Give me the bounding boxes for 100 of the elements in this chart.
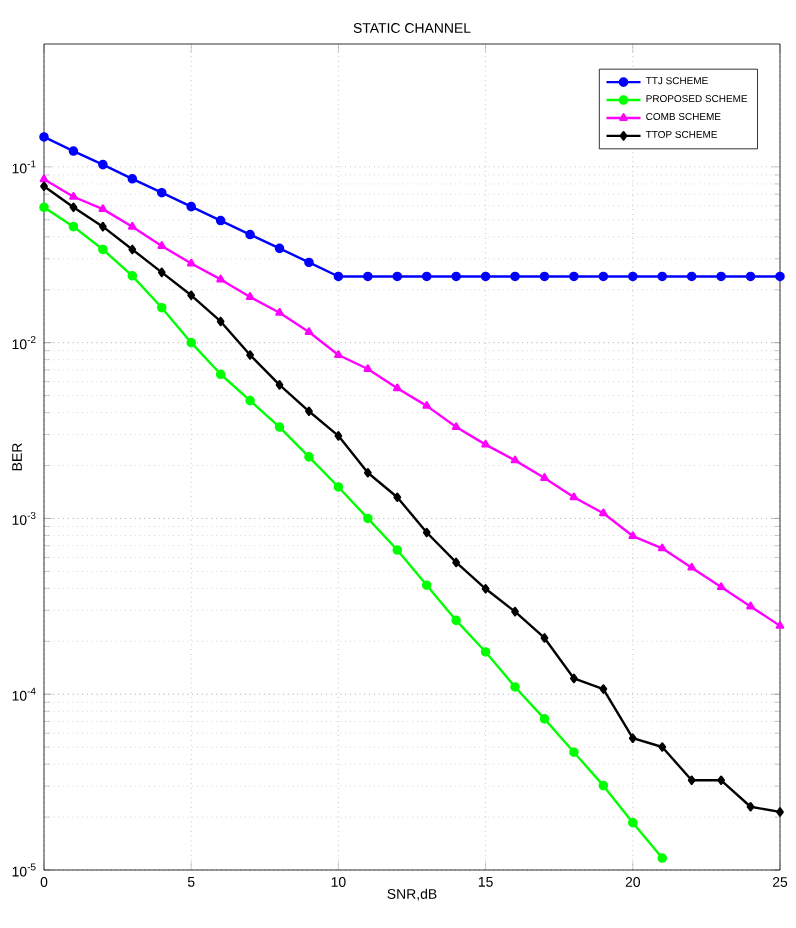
point xyxy=(628,733,637,743)
point xyxy=(511,606,519,617)
point xyxy=(98,244,108,255)
point xyxy=(363,364,373,373)
point xyxy=(510,682,520,692)
point xyxy=(598,780,609,791)
point xyxy=(452,557,461,568)
point xyxy=(98,221,107,232)
point xyxy=(599,508,608,517)
point xyxy=(156,302,167,313)
point xyxy=(69,191,78,200)
point xyxy=(598,271,609,282)
point xyxy=(392,383,402,392)
point xyxy=(68,146,79,156)
point xyxy=(745,271,756,282)
point xyxy=(746,601,755,610)
point xyxy=(480,647,491,657)
point xyxy=(422,527,431,538)
point xyxy=(216,316,225,327)
point xyxy=(451,271,461,282)
point xyxy=(216,274,225,283)
point xyxy=(304,327,314,335)
point xyxy=(540,473,549,481)
point xyxy=(657,543,667,552)
point xyxy=(186,258,196,267)
point xyxy=(422,401,432,409)
point xyxy=(451,422,461,431)
point xyxy=(657,853,668,863)
point xyxy=(392,271,403,282)
point xyxy=(539,714,550,724)
point xyxy=(157,267,166,278)
point xyxy=(658,742,667,752)
point xyxy=(69,202,78,213)
point xyxy=(775,271,785,282)
point xyxy=(304,452,314,462)
point xyxy=(39,202,49,213)
point xyxy=(716,271,726,282)
point xyxy=(599,684,608,694)
point xyxy=(569,271,579,282)
point xyxy=(480,271,491,282)
point xyxy=(98,159,108,170)
point xyxy=(451,615,461,626)
point xyxy=(481,439,490,448)
point xyxy=(127,174,138,184)
point xyxy=(68,221,79,232)
point xyxy=(657,271,668,282)
point xyxy=(628,817,638,828)
point xyxy=(127,271,138,281)
point xyxy=(539,271,550,282)
point xyxy=(128,221,137,230)
point xyxy=(245,395,255,406)
point xyxy=(334,350,343,358)
point xyxy=(186,337,196,348)
point xyxy=(304,257,314,268)
point xyxy=(39,174,49,183)
point xyxy=(275,380,284,390)
point xyxy=(569,492,579,501)
point xyxy=(274,243,285,254)
point xyxy=(334,431,343,441)
point xyxy=(305,406,313,417)
point xyxy=(510,271,520,282)
point xyxy=(186,201,196,212)
point xyxy=(40,181,48,192)
point xyxy=(717,775,726,786)
point xyxy=(687,562,696,571)
point xyxy=(569,747,579,757)
point xyxy=(716,582,726,591)
point xyxy=(215,369,226,380)
point xyxy=(776,807,784,817)
point xyxy=(628,531,638,540)
point xyxy=(245,229,255,240)
point xyxy=(393,492,402,503)
point xyxy=(481,584,490,594)
point xyxy=(274,422,285,432)
point xyxy=(686,271,697,282)
point xyxy=(540,633,549,643)
point xyxy=(363,467,372,478)
point xyxy=(275,307,284,316)
point xyxy=(746,801,755,812)
point xyxy=(128,244,137,255)
point xyxy=(187,290,196,301)
point xyxy=(363,271,373,282)
point xyxy=(157,241,167,249)
point xyxy=(39,132,49,142)
point xyxy=(98,204,108,213)
point xyxy=(333,482,344,492)
point xyxy=(363,513,373,524)
point xyxy=(775,621,785,629)
point xyxy=(246,350,254,360)
point xyxy=(421,580,432,590)
point xyxy=(333,271,344,282)
point xyxy=(245,292,255,300)
point xyxy=(156,187,167,198)
point xyxy=(421,271,432,282)
point xyxy=(392,545,403,555)
point xyxy=(687,775,696,786)
point xyxy=(510,455,520,464)
point xyxy=(215,215,226,226)
point xyxy=(628,271,638,282)
point xyxy=(570,673,578,684)
